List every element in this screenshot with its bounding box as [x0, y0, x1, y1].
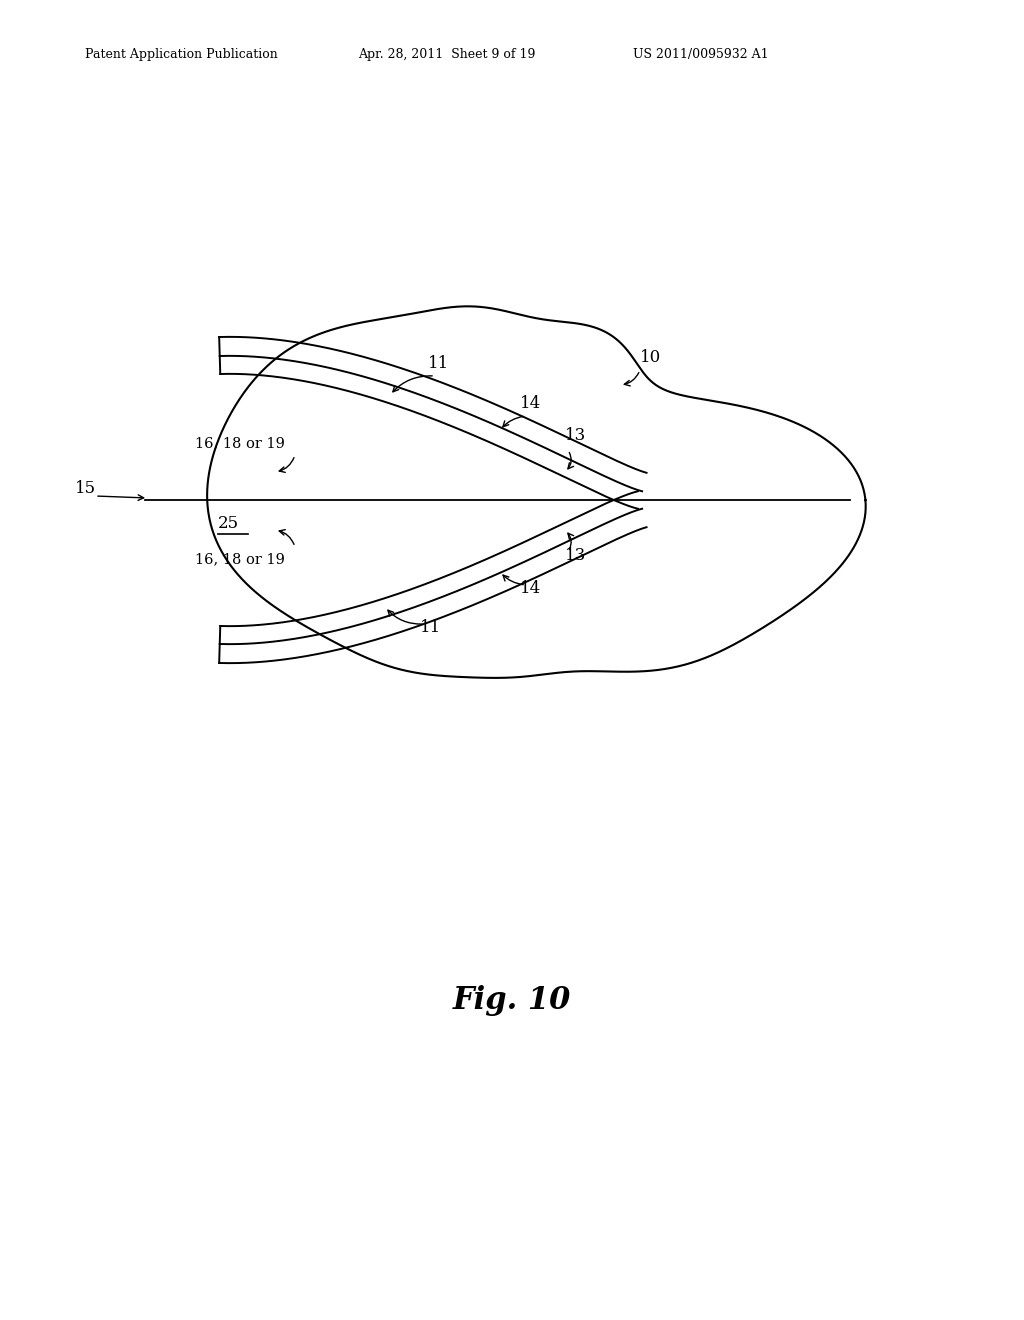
Text: 11: 11 — [420, 619, 441, 636]
Text: 16, 18 or 19: 16, 18 or 19 — [195, 552, 285, 566]
Text: 14: 14 — [520, 395, 542, 412]
Text: 13: 13 — [565, 546, 587, 564]
Text: Apr. 28, 2011  Sheet 9 of 19: Apr. 28, 2011 Sheet 9 of 19 — [358, 48, 536, 61]
Text: 15: 15 — [75, 480, 96, 498]
Text: Fig. 10: Fig. 10 — [453, 985, 571, 1015]
Text: 14: 14 — [520, 579, 542, 597]
Text: Patent Application Publication: Patent Application Publication — [85, 48, 278, 61]
Text: 11: 11 — [428, 355, 450, 372]
Text: 10: 10 — [640, 348, 662, 366]
Text: US 2011/0095932 A1: US 2011/0095932 A1 — [633, 48, 769, 61]
Text: 13: 13 — [565, 426, 587, 444]
Text: 16, 18 or 19: 16, 18 or 19 — [195, 436, 285, 450]
Text: 25: 25 — [218, 515, 240, 532]
